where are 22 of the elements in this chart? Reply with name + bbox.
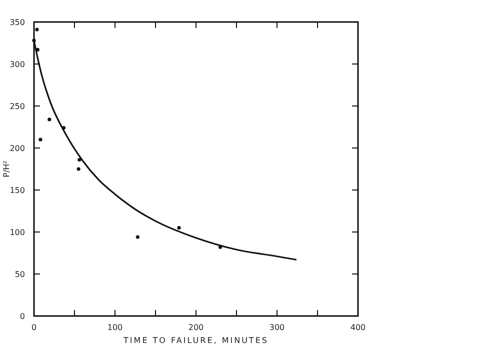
x-axis-title: TIME TO FAILURE, MINUTES	[122, 336, 268, 345]
point	[136, 235, 140, 239]
point	[48, 118, 52, 122]
x-tick-label: 0	[31, 323, 37, 332]
y-tick-label: 50	[14, 270, 25, 279]
x-tick-label: 400	[350, 323, 366, 332]
y-tick-label: 100	[10, 228, 25, 237]
x-tick-label: 100	[107, 323, 123, 332]
y-axis-title: P/H²	[2, 160, 11, 178]
point	[76, 167, 80, 171]
x-tick-label: 300	[269, 323, 285, 332]
y-tick-label: 350	[10, 18, 25, 27]
point	[78, 158, 82, 162]
point	[38, 138, 42, 142]
x-tick-label: 200	[188, 323, 204, 332]
point	[177, 226, 181, 230]
y-tick-label: 200	[10, 144, 25, 153]
y-tick-label: 250	[10, 102, 25, 111]
y-tick-label: 300	[10, 60, 25, 69]
point	[35, 28, 39, 32]
y-tick-label: 0	[20, 312, 25, 321]
y-tick-label: 150	[10, 186, 25, 195]
